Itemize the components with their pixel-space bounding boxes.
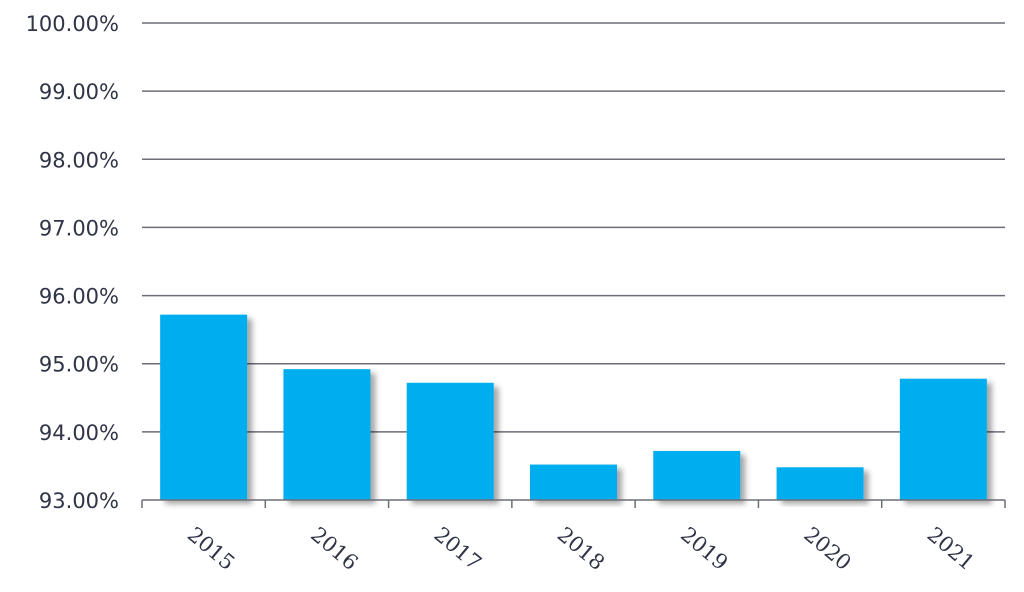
bar-2015: [160, 314, 248, 500]
bars: [160, 314, 987, 500]
x-axis-tick-labels: 2015 2016 2017 2018 2019 2020 2021: [183, 522, 979, 575]
y-tick-label: 100.00%: [26, 12, 119, 36]
y-tick-label: 95.00%: [39, 353, 119, 377]
bar-2017: [406, 382, 494, 500]
y-tick-label: 93.00%: [39, 489, 119, 513]
x-tick-label: 2021: [923, 522, 979, 575]
x-tick-label: 2019: [676, 522, 732, 575]
y-tick-label: 97.00%: [39, 216, 119, 240]
x-tick-label: 2016: [306, 522, 362, 575]
bar-2020: [776, 467, 864, 500]
x-tick-label: 2020: [799, 522, 855, 575]
bar-2021: [899, 378, 987, 500]
bar-2019: [653, 450, 741, 500]
x-axis: [141, 499, 1006, 508]
bar-2018: [530, 464, 617, 500]
x-tick-label: 2018: [553, 522, 609, 575]
y-tick-label: 99.00%: [39, 80, 119, 104]
x-tick-label: 2017: [430, 522, 486, 575]
gridlines: [142, 22, 1005, 433]
y-axis-tick-labels: 93.00% 94.00% 95.00% 96.00% 97.00% 98.00% 99.0…: [26, 12, 119, 513]
x-tick-label: 2015: [183, 522, 239, 575]
y-tick-label: 96.00%: [39, 285, 119, 309]
y-tick-label: 98.00%: [39, 148, 119, 172]
bar-2016: [283, 369, 371, 500]
y-tick-label: 94.00%: [39, 421, 119, 445]
